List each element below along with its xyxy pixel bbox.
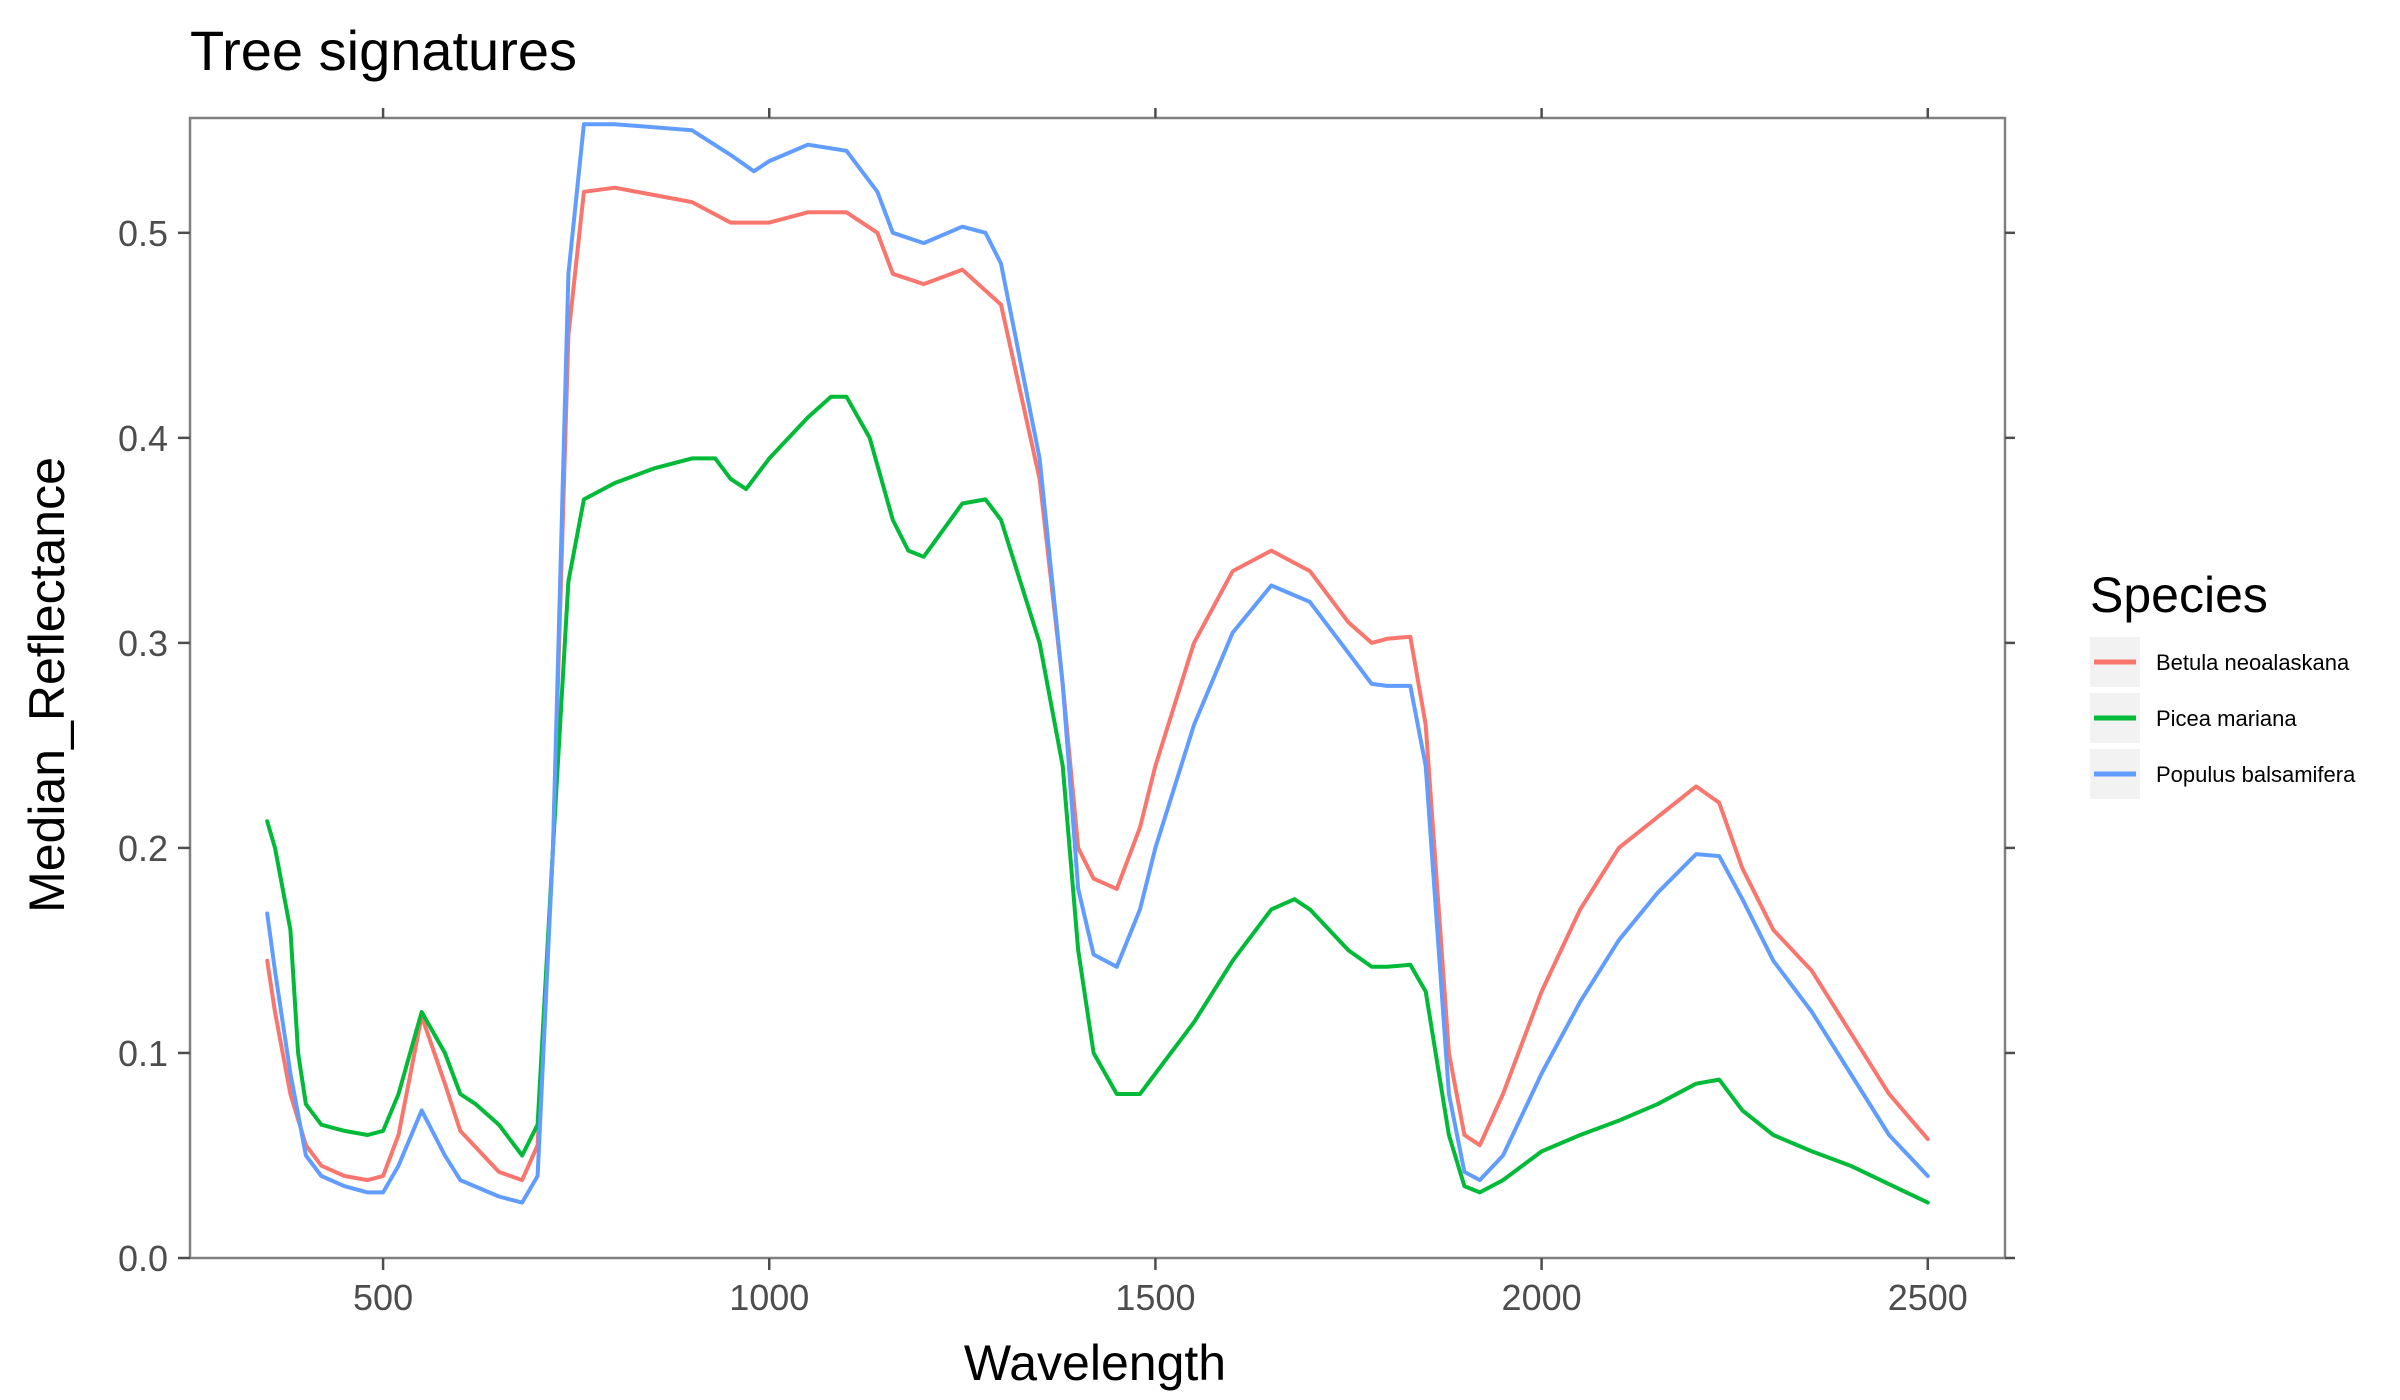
y-tick-label: 0.1	[118, 1033, 168, 1074]
x-tick-label: 2500	[1888, 1277, 1968, 1318]
chart-title: Tree signatures	[190, 19, 577, 82]
x-tick-label: 2000	[1502, 1277, 1582, 1318]
y-tick-label: 0.5	[118, 213, 168, 254]
y-tick-label: 0.4	[118, 418, 168, 459]
legend-title: Species	[2090, 567, 2268, 623]
legend-label: Populus balsamifera	[2156, 762, 2356, 787]
legend: Species Betula neoalaskana Picea mariana P…	[2090, 567, 2356, 799]
x-tick-label: 1000	[729, 1277, 809, 1318]
y-tick-label: 0.0	[118, 1238, 168, 1279]
y-tick-label: 0.2	[118, 828, 168, 869]
panel-border	[188, 116, 2007, 1260]
x-axis: 500 1000 1500 2000 2500	[353, 108, 1968, 1318]
y-tick-label: 0.3	[118, 623, 168, 664]
x-tick-label: 500	[353, 1277, 413, 1318]
legend-item-populus-balsamifera: Populus balsamifera	[2090, 749, 2356, 799]
legend-label: Picea mariana	[2156, 706, 2297, 731]
y-axis-title: Median_Reflectance	[19, 457, 75, 913]
x-axis-title: Wavelength	[964, 1335, 1226, 1391]
plot-area	[188, 116, 2007, 1260]
series-line-picea-mariana	[265, 394, 1930, 1205]
legend-item-picea-mariana: Picea mariana	[2090, 693, 2297, 743]
series-line-populus-balsamifera	[265, 122, 1930, 1205]
legend-item-betula-neoalaskana: Betula neoalaskana	[2090, 637, 2350, 687]
y-axis: 0.0 0.1 0.2 0.3 0.4 0.5	[118, 213, 2015, 1279]
legend-label: Betula neoalaskana	[2156, 650, 2350, 675]
x-tick-label: 1500	[1115, 1277, 1195, 1318]
series-line-betula-neoalaskana	[265, 185, 1930, 1183]
